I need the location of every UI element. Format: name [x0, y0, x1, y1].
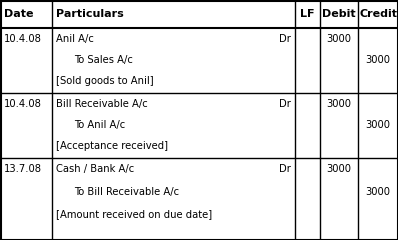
Text: 10.4.08: 10.4.08: [4, 99, 42, 109]
Text: 3000: 3000: [365, 120, 390, 130]
Text: To Anil A/c: To Anil A/c: [74, 120, 125, 130]
Text: Date: Date: [4, 9, 33, 19]
Text: [Sold goods to Anil]: [Sold goods to Anil]: [56, 76, 154, 86]
Text: Cash / Bank A/c: Cash / Bank A/c: [56, 164, 134, 174]
Text: LF: LF: [300, 9, 315, 19]
Text: To Bill Receivable A/c: To Bill Receivable A/c: [74, 186, 179, 197]
Text: 10.4.08: 10.4.08: [4, 34, 42, 44]
Text: To Sales A/c: To Sales A/c: [74, 55, 133, 65]
Text: 3000: 3000: [326, 34, 351, 44]
Text: 3000: 3000: [326, 164, 351, 174]
Text: Particulars: Particulars: [56, 9, 124, 19]
Text: 3000: 3000: [365, 186, 390, 197]
Text: 3000: 3000: [326, 99, 351, 109]
Text: [Amount received on due date]: [Amount received on due date]: [56, 209, 212, 219]
Text: Bill Receivable A/c: Bill Receivable A/c: [56, 99, 148, 109]
Text: Anil A/c: Anil A/c: [56, 34, 94, 44]
Text: [Acceptance received]: [Acceptance received]: [56, 141, 168, 151]
Text: Dr: Dr: [279, 99, 291, 109]
Text: 13.7.08: 13.7.08: [4, 164, 42, 174]
Text: Credit: Credit: [359, 9, 397, 19]
Text: Dr: Dr: [279, 164, 291, 174]
Text: Debit: Debit: [322, 9, 356, 19]
Text: 3000: 3000: [365, 55, 390, 65]
Text: Dr: Dr: [279, 34, 291, 44]
